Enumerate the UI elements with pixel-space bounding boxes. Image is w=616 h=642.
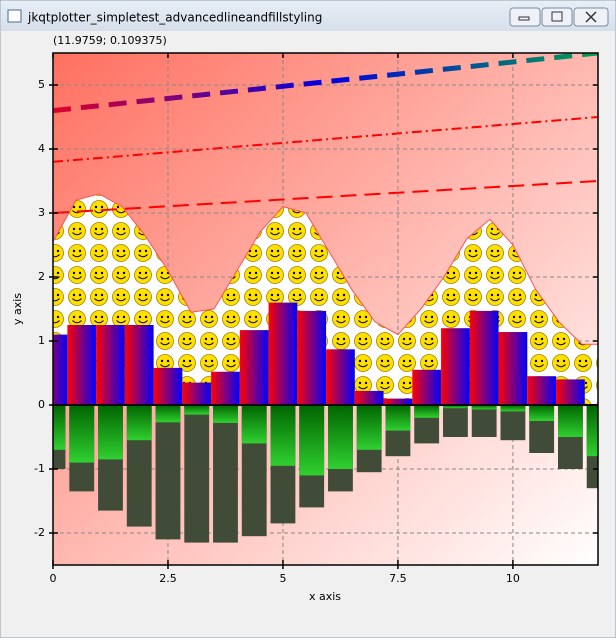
- bar: [443, 405, 468, 437]
- step-bar: [124, 325, 154, 405]
- axes: 0 2.5 5 7.5 10 -2 -1 0 1 2 3 4 5: [34, 52, 599, 585]
- window-title: jkqtplotter_simpletest_advancedlineandfi…: [27, 11, 322, 25]
- y-tick-label: 1: [38, 334, 45, 347]
- step-bar: [354, 390, 384, 405]
- line: [53, 116, 598, 163]
- step-bar: [96, 325, 125, 405]
- y-tick-label: -1: [34, 462, 45, 475]
- plot-area: [53, 53, 598, 565]
- step-bar: [412, 369, 442, 405]
- bar: [184, 405, 210, 543]
- step-bar: [211, 371, 240, 405]
- y-tick-label: 3: [38, 206, 45, 219]
- maximize-button[interactable]: [541, 7, 573, 27]
- step-bar: [383, 398, 413, 405]
- bar: [385, 405, 411, 431]
- bar: [126, 405, 152, 441]
- bar: [500, 405, 526, 412]
- bar: [53, 405, 66, 450]
- bar: [414, 405, 440, 418]
- y-tick-label: 2: [38, 270, 45, 283]
- bar: [69, 405, 95, 463]
- step-bar: [67, 325, 97, 405]
- bar: [155, 405, 181, 423]
- y-tick-label: -2: [34, 526, 45, 539]
- bar: [299, 405, 325, 476]
- bar: [155, 405, 181, 540]
- bar: [471, 405, 497, 437]
- bar: [586, 405, 598, 457]
- line: [53, 180, 598, 214]
- step-bar: [498, 332, 528, 405]
- plot-frame: [52, 52, 599, 566]
- bar: [270, 405, 296, 466]
- bar: [241, 405, 267, 444]
- x-axis-label: x axis: [309, 590, 341, 603]
- y-axis-label: y axis: [11, 293, 24, 325]
- bar: [213, 405, 238, 423]
- line: [53, 53, 598, 114]
- step-bar: [53, 334, 68, 405]
- x-tick-label: 10: [506, 572, 520, 585]
- step-bar: [469, 310, 499, 405]
- step-bar: [527, 376, 557, 405]
- x-tick-label: 5: [279, 572, 286, 585]
- step-bar: [441, 328, 470, 405]
- bar: [328, 405, 353, 469]
- bar: [213, 405, 238, 543]
- y-tick-label: 5: [38, 78, 45, 91]
- bar: [184, 405, 210, 415]
- x-tick-label: 7.5: [389, 572, 407, 585]
- window-buttons[interactable]: [509, 7, 609, 27]
- step-bar: [326, 349, 355, 405]
- step-bar: [556, 379, 585, 405]
- mouse-readout: (11.9759; 0.109375): [53, 34, 167, 47]
- x-tick-label: 2.5: [159, 572, 177, 585]
- step-bar: [297, 310, 327, 405]
- step-bar: [153, 367, 183, 405]
- bar: [529, 405, 555, 421]
- y-tick-label: 0: [38, 398, 45, 411]
- bar: [356, 405, 382, 450]
- bar: [443, 405, 468, 409]
- bar: [557, 405, 583, 437]
- step-bar: [182, 382, 212, 405]
- step-bar: [268, 302, 298, 405]
- step-bar: [239, 330, 269, 405]
- x-tick-label: 0: [50, 572, 57, 585]
- app-icon: [7, 9, 22, 23]
- bar: [471, 405, 497, 410]
- bar: [98, 405, 123, 460]
- y-tick-label: 4: [38, 142, 45, 155]
